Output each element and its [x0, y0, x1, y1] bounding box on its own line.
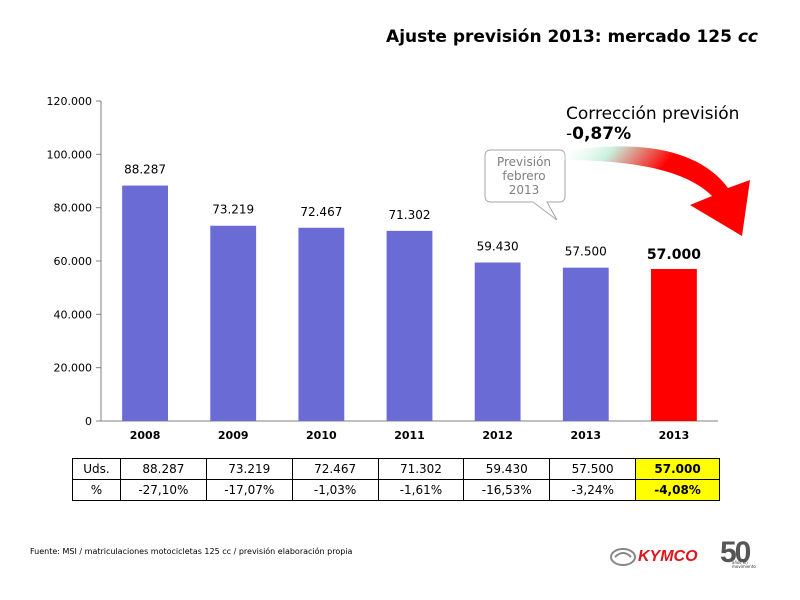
callout-line-1: Previsión — [496, 155, 552, 169]
table-cell: -1,61% — [377, 479, 465, 501]
chart-bars — [122, 185, 697, 421]
bar-2009 — [210, 225, 257, 421]
table-cell: 59.430 — [463, 458, 551, 480]
x-tick-label: 2009 — [218, 429, 249, 442]
bar-chart: 020.00040.00060.00080.000100.000120.000 … — [47, 95, 750, 442]
kymco-logo: KYMCO 50 años en movimiento — [608, 536, 768, 583]
correction-title: Corrección previsión — [566, 104, 740, 124]
correction-label: Corrección previsión -0,87% — [566, 104, 739, 144]
chart-title-main: Ajuste previsión 2013: mercado 125 — [386, 27, 738, 47]
table-row-percent: % -27,10% -17,07% -1,03% -1,61% -16,53% … — [72, 479, 720, 501]
correction-sign: - — [566, 124, 573, 144]
correction-value-line: -0,87% — [566, 124, 739, 144]
callout-line-3: 2013 — [508, 183, 540, 197]
bar-value-label: 88.287 — [124, 163, 166, 177]
table-row-units: Uds. 88.287 73.219 72.467 71.302 59.430 … — [72, 458, 720, 480]
bar-value-label: 57.000 — [647, 247, 701, 263]
bar-2013 — [562, 267, 609, 421]
table-cell: 71.302 — [377, 458, 465, 480]
table-cell: 57.500 — [549, 458, 637, 480]
table-cell: 88.287 — [119, 458, 207, 480]
y-tick-label: 100.000 — [47, 148, 93, 161]
table-cell: -16,53% — [463, 479, 551, 501]
correction-arrow — [560, 146, 750, 236]
x-tick-label: 2008 — [130, 429, 161, 442]
logo-tagline: años en movimiento — [732, 560, 756, 569]
x-tick-label: 2011 — [394, 429, 425, 442]
bar-value-label: 59.430 — [477, 240, 519, 254]
correction-value: 0,87% — [572, 124, 632, 144]
table-cell-highlight: -4,08% — [635, 479, 720, 501]
x-tick-label: 2010 — [306, 429, 337, 442]
x-tick-label: 2012 — [482, 429, 513, 442]
chart-title: Ajuste previsión 2013: mercado 125 cc — [386, 27, 758, 47]
bar-2008 — [122, 185, 168, 421]
table-cell: 72.467 — [291, 458, 379, 480]
table-cell: -27,10% — [119, 479, 207, 501]
bar-2010 — [298, 227, 345, 421]
chart-labels: 88.287 2008 73.219 2009 72.467 2010 71.302 2011… — [124, 163, 701, 442]
row-label: Uds. — [72, 458, 121, 480]
data-table: Uds. 88.287 73.219 72.467 71.302 59.430 … — [72, 458, 720, 501]
y-tick-label: 40.000 — [54, 308, 93, 321]
bar-2013 — [651, 269, 697, 421]
y-tick-label: 80.000 — [54, 202, 93, 215]
bar-value-label: 72.467 — [300, 205, 342, 219]
bar-value-label: 57.500 — [565, 245, 607, 259]
logo-brand-text: KYMCO — [638, 548, 698, 565]
bar-value-label: 71.302 — [389, 208, 431, 222]
source-note: Fuente: MSI / matriculaciones motociclet… — [30, 547, 353, 556]
logo-years: 50 — [720, 536, 751, 569]
table-cell: 73.219 — [205, 458, 293, 480]
callout-text: Previsión febrero 2013 — [483, 150, 565, 202]
bar-2011 — [386, 230, 433, 421]
bar-2012 — [474, 262, 521, 421]
table-cell: -17,07% — [205, 479, 293, 501]
y-tick-label: 120.000 — [47, 95, 93, 108]
logo-emblem-icon — [610, 548, 636, 566]
x-tick-label: 2013 — [570, 429, 601, 442]
table-cell-highlight: 57.000 — [635, 458, 720, 480]
y-tick-label: 20.000 — [54, 362, 93, 375]
y-tick-label: 0 — [85, 415, 92, 428]
bar-value-label: 73.219 — [212, 203, 254, 217]
x-tick-label: 2013 — [659, 429, 690, 442]
table-cell: -3,24% — [549, 479, 637, 501]
chart-axes: 0 20.000 40.000 60.000 80.000 100.000 120.000 — [47, 95, 718, 428]
row-label: % — [72, 479, 121, 501]
table-cell: -1,03% — [291, 479, 379, 501]
y-tick-label: 60.000 — [54, 255, 93, 268]
chart-title-cc: cc — [737, 27, 758, 47]
callout-line-2: febrero — [502, 169, 546, 183]
